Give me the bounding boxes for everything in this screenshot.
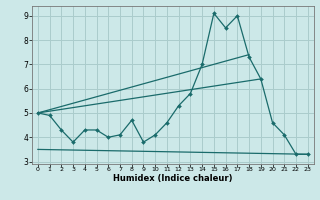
X-axis label: Humidex (Indice chaleur): Humidex (Indice chaleur) [113,174,233,183]
